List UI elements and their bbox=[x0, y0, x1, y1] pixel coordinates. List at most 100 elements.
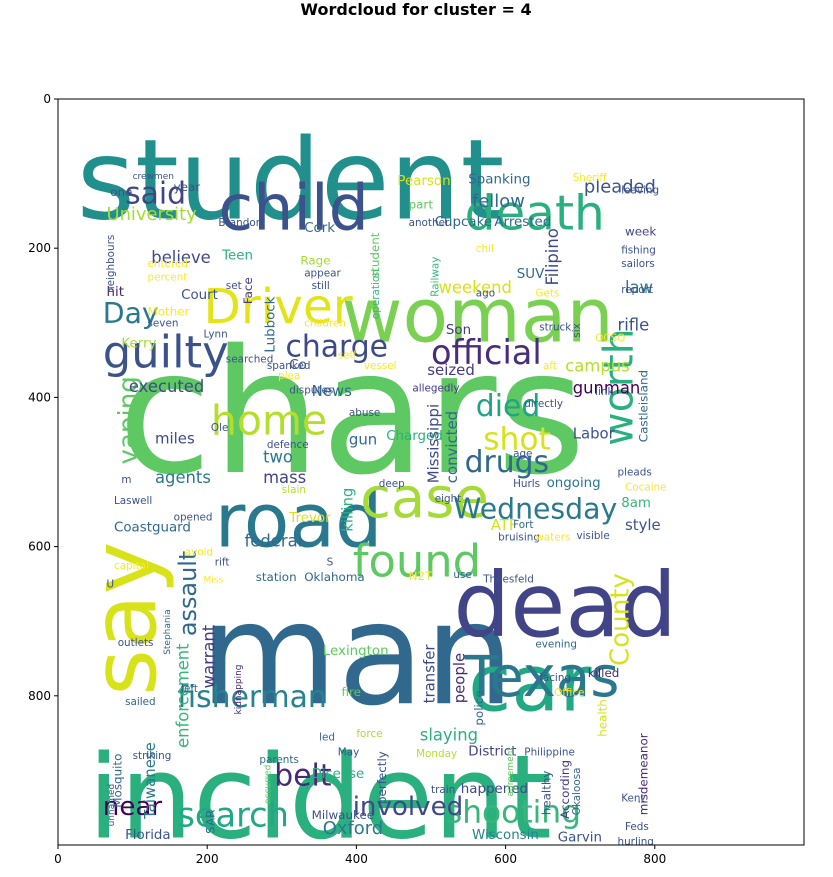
word-chars: chars bbox=[118, 314, 586, 513]
word-suv: SUV bbox=[517, 267, 545, 282]
word-death: death bbox=[465, 186, 605, 242]
word-said: said bbox=[125, 176, 186, 211]
word-miss: Miss bbox=[204, 575, 224, 585]
word-another: another bbox=[409, 217, 450, 229]
word-taiwanese: Taiwanese bbox=[141, 742, 159, 820]
word-hurls: Hurls bbox=[513, 478, 540, 490]
word-county: County bbox=[606, 573, 636, 666]
word-ole: Ole bbox=[211, 422, 228, 434]
word-fire: fire bbox=[342, 685, 361, 699]
word-according: According bbox=[558, 760, 572, 819]
word-cupcake: Cupcake bbox=[435, 215, 492, 230]
word-belt: belt bbox=[274, 758, 331, 793]
word-railway: Railway bbox=[430, 257, 442, 297]
word-shot: shot bbox=[483, 422, 551, 458]
x-tick-label: 400 bbox=[345, 852, 368, 866]
word-enforcement: enforcement bbox=[174, 643, 193, 748]
plot-frame bbox=[57, 98, 805, 846]
word-laswell: Laswell bbox=[114, 495, 152, 507]
word-filipino: Filipino bbox=[543, 228, 562, 285]
word-stephania: Stephania bbox=[163, 609, 173, 654]
word-gunman: gunman bbox=[573, 379, 641, 398]
word-coastguard: Coastguard bbox=[114, 521, 191, 536]
word-case: case bbox=[360, 466, 489, 531]
word-directly: directly bbox=[524, 398, 563, 410]
word-kidnapping: kidnapping bbox=[234, 665, 244, 715]
word-near: near bbox=[103, 792, 163, 822]
word-parents: parents bbox=[259, 754, 298, 766]
word-cocaine: Cocaine bbox=[625, 482, 667, 494]
word-miles: miles bbox=[155, 430, 195, 448]
word-pleaded: pleaded bbox=[584, 176, 656, 197]
word-office: Office bbox=[554, 687, 584, 699]
word-chil: chil bbox=[476, 243, 494, 255]
word-teen: Teen bbox=[221, 248, 253, 263]
word-aft: aft bbox=[543, 360, 557, 372]
word-court: Court bbox=[181, 288, 218, 303]
word-drugs: drugs bbox=[465, 445, 549, 480]
y-tick-label: 800 bbox=[28, 689, 51, 703]
word-monday: Monday bbox=[416, 748, 457, 760]
word-home: home bbox=[211, 397, 327, 445]
word-district: District bbox=[468, 745, 516, 760]
word-official: official bbox=[431, 333, 542, 372]
word-people: people bbox=[451, 653, 469, 703]
word-garvin: Garvin bbox=[558, 830, 602, 845]
word-self: self bbox=[338, 350, 357, 362]
word-oklahoma: Oklahoma bbox=[304, 570, 365, 584]
word-say: say bbox=[73, 541, 177, 695]
word-driver: Driver bbox=[204, 279, 353, 335]
word-theesfeld: Theesfeld bbox=[482, 573, 534, 585]
word-charge: charge bbox=[286, 329, 389, 364]
word-disease: Disease bbox=[312, 767, 365, 782]
word-police: police bbox=[472, 690, 486, 725]
word-neighbours: neighbours bbox=[105, 235, 117, 293]
word-one: one bbox=[110, 185, 132, 199]
word-hit: hit bbox=[107, 285, 124, 300]
x-tick-label: 600 bbox=[494, 852, 517, 866]
word-capital: capital bbox=[114, 560, 149, 572]
word-link: link bbox=[595, 386, 613, 398]
word-abuse: abuse bbox=[349, 407, 380, 419]
word-disputes: disputes bbox=[289, 385, 333, 397]
word-waters: waters bbox=[535, 532, 570, 544]
word-bruising: bruising bbox=[498, 532, 540, 544]
word-fellow: fellow bbox=[472, 191, 525, 212]
word-pleads: pleads bbox=[618, 467, 652, 479]
word-rage: Rage bbox=[300, 254, 330, 268]
word-m: m bbox=[121, 474, 131, 486]
word-heroin: heroin bbox=[125, 848, 153, 858]
word-killed: killed bbox=[588, 666, 620, 680]
word-children: children bbox=[304, 318, 346, 330]
word-philippine: Philippine bbox=[524, 747, 575, 759]
word-worth: worth bbox=[594, 328, 642, 446]
y-axis: 0 200 400 600 800 bbox=[28, 92, 58, 703]
word-wednesday: Wednesday bbox=[453, 492, 617, 525]
word-seized: seized bbox=[427, 361, 475, 379]
word-federal: federal bbox=[245, 532, 303, 551]
word-lynn: Lynn bbox=[204, 329, 228, 341]
word-set: set bbox=[226, 280, 242, 292]
y-tick-label: 0 bbox=[43, 92, 51, 106]
word-fishing: fishing bbox=[621, 244, 656, 256]
word-wisconsin: Wisconsin bbox=[472, 828, 539, 843]
word-slaying: slaying bbox=[420, 726, 478, 745]
word-lubbock: Lubbock bbox=[263, 296, 278, 352]
word-mass: mass bbox=[263, 468, 306, 487]
word-milwaukee: Milwaukee bbox=[312, 808, 375, 822]
word-deep: deep bbox=[379, 478, 405, 490]
x-axis: 0 200 400 600 800 bbox=[54, 845, 666, 866]
word-child: child bbox=[218, 171, 369, 245]
word-crewmen: crewmen bbox=[133, 172, 174, 182]
word-weekend: weekend bbox=[439, 278, 512, 297]
word-news: News bbox=[312, 382, 352, 400]
word-n2t: N2T bbox=[409, 569, 433, 583]
word-occurred: occurred bbox=[264, 765, 274, 804]
x-tick-label: 0 bbox=[54, 852, 62, 866]
word-fort: Fort bbox=[513, 519, 533, 531]
word-trevor: Trevor bbox=[288, 511, 331, 526]
word-warrant: warrant bbox=[200, 624, 219, 688]
word-outlets: outlets bbox=[118, 637, 154, 649]
word-ago: ago bbox=[476, 288, 495, 300]
